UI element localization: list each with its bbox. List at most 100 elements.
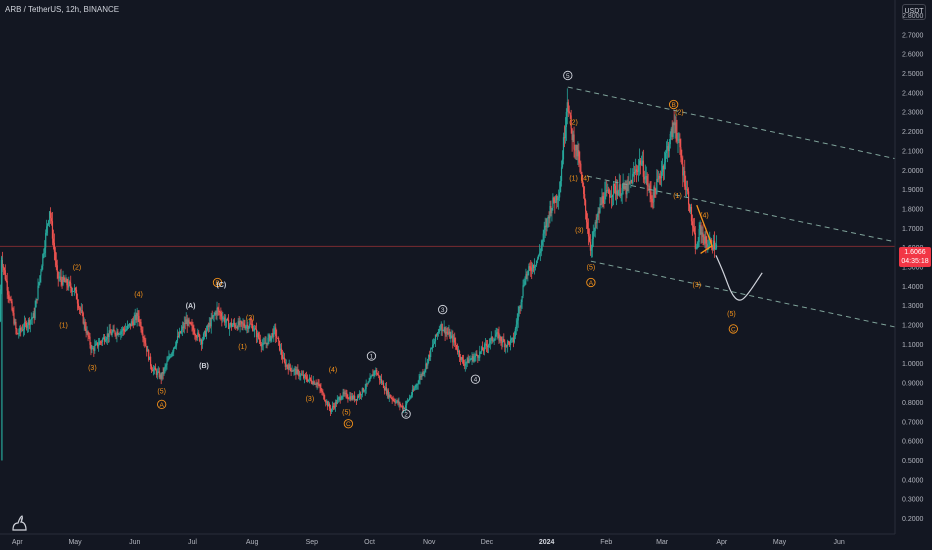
- candle-body: [398, 402, 400, 404]
- candle-body: [470, 359, 472, 361]
- candle-body: [196, 337, 198, 338]
- candle-body: [308, 377, 311, 380]
- candle-body: [405, 401, 408, 406]
- candle-body: [101, 339, 104, 342]
- candle-body: [238, 321, 240, 326]
- candle-body: [205, 330, 208, 337]
- candle-body: [520, 302, 522, 308]
- triangle-lines: [696, 204, 713, 254]
- candle-body: [328, 404, 330, 407]
- candle-body: [491, 336, 493, 341]
- candle-body: [119, 334, 121, 335]
- candle-body: [391, 397, 393, 400]
- candle-body: [365, 383, 367, 389]
- candle-body: [668, 144, 670, 152]
- candle-body: [380, 379, 383, 383]
- candle-body: [261, 344, 263, 347]
- candle-body: [186, 319, 188, 326]
- candle-body: [627, 183, 629, 185]
- candle-body: [4, 270, 6, 280]
- candle-body: [414, 387, 416, 389]
- candle-body: [462, 359, 464, 365]
- candle-body: [565, 112, 567, 128]
- candle-body: [466, 358, 468, 363]
- candle-body: [307, 379, 310, 382]
- candle-body: [111, 332, 113, 336]
- candle-body: [104, 340, 106, 342]
- candle-body: [631, 179, 633, 184]
- candle-body: [431, 344, 434, 348]
- candle-body: [597, 211, 599, 218]
- candle-body: [572, 134, 574, 141]
- candle-body: [62, 276, 64, 285]
- candle-body: [61, 280, 63, 285]
- candle-body: [479, 351, 481, 358]
- candle-body: [571, 128, 573, 141]
- candle-body: [708, 245, 710, 247]
- candle-body: [369, 377, 371, 382]
- candle-body: [664, 153, 667, 163]
- candle-body: [656, 178, 658, 194]
- candle-body: [458, 350, 461, 357]
- currency-badge[interactable]: USDT: [902, 4, 926, 20]
- wave-label-orange: (5): [587, 265, 596, 272]
- candle-body: [266, 342, 268, 345]
- candle-body: [625, 185, 627, 195]
- candle-body: [199, 334, 201, 341]
- candle-body: [657, 178, 659, 180]
- candle-body: [705, 236, 707, 244]
- candle-body: [381, 382, 384, 384]
- candle-body: [560, 167, 563, 181]
- wave-label-orange: (5): [157, 388, 166, 395]
- candle-body: [152, 369, 155, 372]
- candle-body: [285, 364, 287, 367]
- candle-body: [575, 144, 577, 151]
- candle-body: [128, 323, 131, 325]
- candle-body: [253, 328, 256, 331]
- candle-body: [477, 355, 479, 358]
- last-price-badge: 1.6066 04:35:18: [899, 247, 931, 267]
- candle-body: [284, 362, 286, 367]
- candle-body: [638, 160, 641, 166]
- candle-body: [22, 329, 25, 331]
- candle-body: [127, 324, 130, 326]
- candle-body: [130, 321, 132, 327]
- candle-body: [550, 206, 552, 214]
- candle-body: [652, 201, 654, 203]
- y-tick-label: 0.3000: [902, 497, 924, 504]
- candle-body: [145, 343, 147, 346]
- candle-body: [276, 336, 278, 338]
- wave-label-white: 3: [441, 307, 445, 314]
- tradingview-logo-icon[interactable]: [11, 514, 29, 532]
- candle-body: [237, 321, 239, 329]
- candle-body: [174, 346, 176, 348]
- candle-body: [299, 376, 301, 377]
- candle-body: [165, 365, 167, 367]
- candle-body: [155, 370, 157, 375]
- candle-body: [609, 193, 611, 198]
- candle-body: [34, 307, 36, 319]
- candle-body: [272, 333, 274, 337]
- candle-body: [370, 376, 372, 378]
- candle-body: [11, 301, 13, 311]
- candle-body: [373, 371, 375, 376]
- candle-body: [163, 368, 165, 374]
- candle-body: [425, 363, 427, 370]
- candle-body: [192, 325, 194, 330]
- candle-body: [712, 247, 714, 250]
- y-tick-label: 0.2000: [902, 516, 924, 523]
- x-tick-label: May: [68, 539, 82, 546]
- candle-body: [83, 321, 85, 324]
- candle-body: [241, 321, 243, 324]
- last-price-value: 1.6066: [904, 249, 926, 256]
- candle-body: [64, 280, 66, 283]
- candle-body: [333, 406, 336, 408]
- candle-body: [345, 393, 347, 394]
- wave-label-orange: (2): [569, 119, 578, 126]
- candle-body: [129, 323, 132, 327]
- wave-circle-orange: [669, 99, 679, 110]
- candle-body: [182, 326, 184, 329]
- candle-body: [331, 406, 334, 409]
- wave-label-orange: (1): [673, 193, 682, 200]
